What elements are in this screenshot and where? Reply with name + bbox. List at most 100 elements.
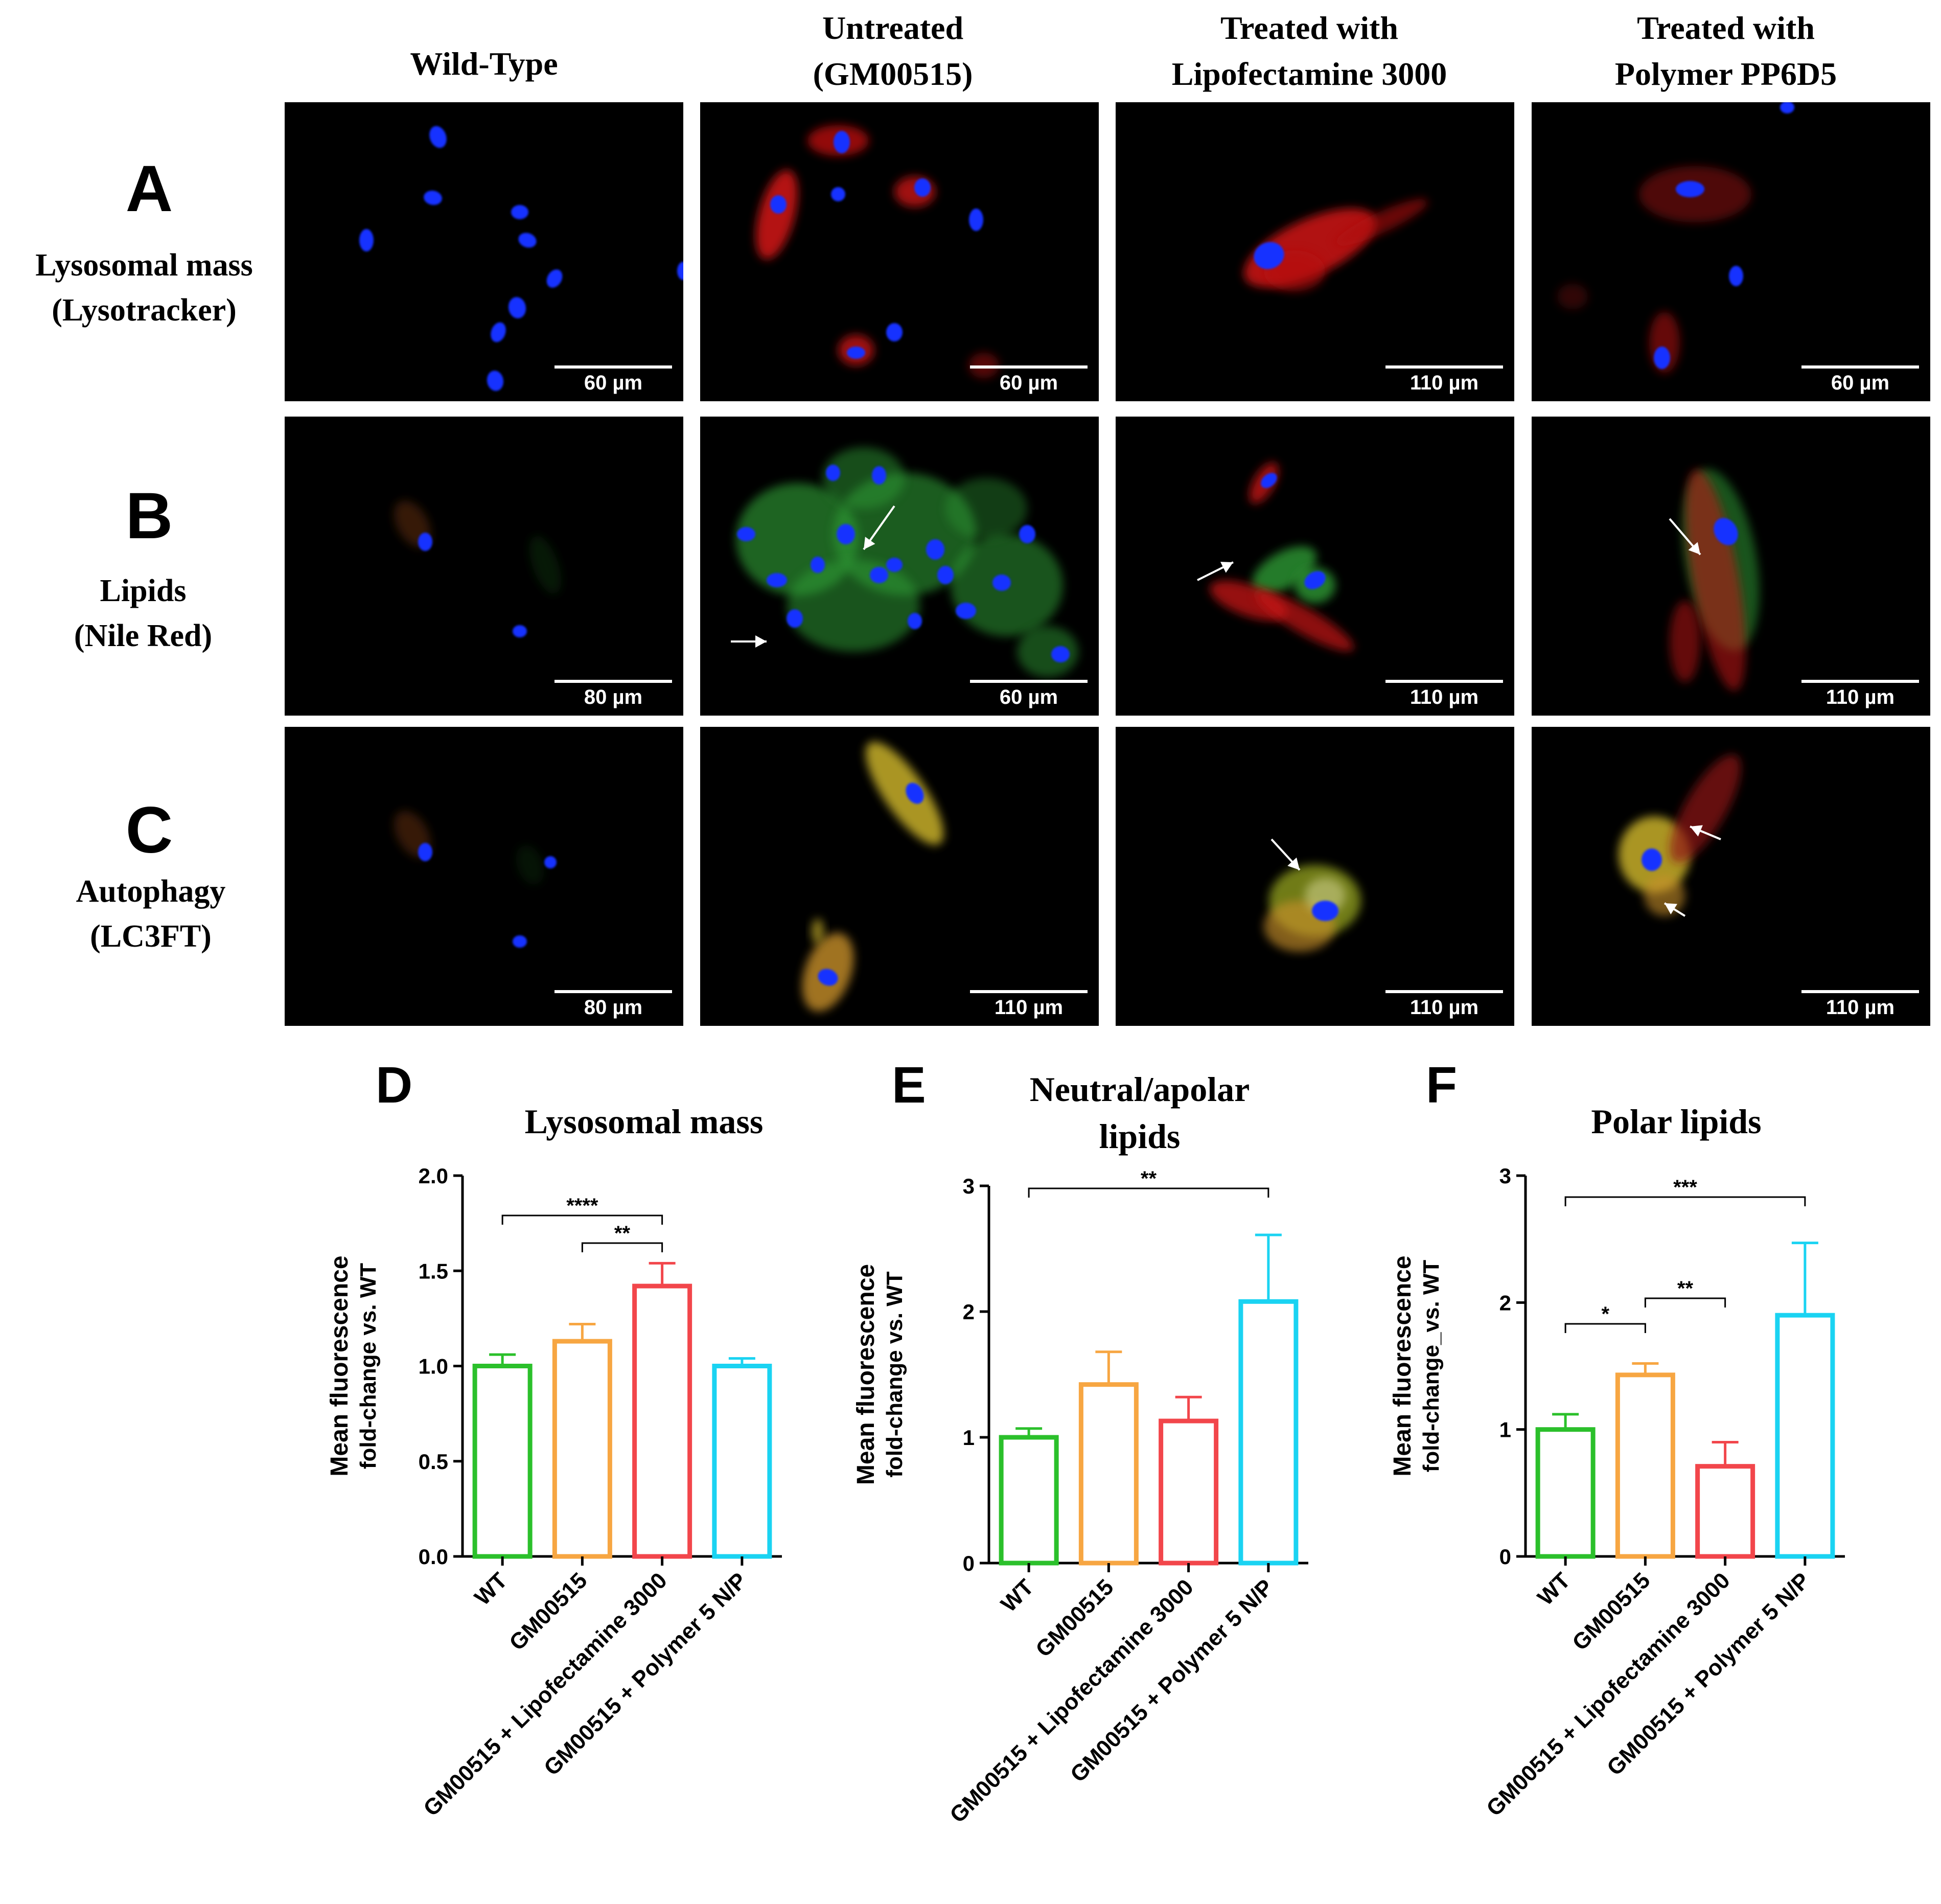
- cell-body: [787, 560, 920, 652]
- micrograph-panel: 110 µm: [1116, 417, 1514, 716]
- y-tick-label: 2: [963, 1300, 975, 1324]
- micrograph-image: [1244, 199, 1428, 291]
- cell-nucleus: [737, 527, 755, 541]
- cell-nucleus: [546, 269, 563, 288]
- x-tick-label: WT: [996, 1574, 1038, 1617]
- scale-bar: 110 µm: [1385, 990, 1503, 1019]
- cell-nucleus: [418, 843, 432, 861]
- scale-bar-label: 80 µm: [584, 996, 643, 1019]
- cell-nucleus: [914, 178, 931, 197]
- y-axis-label-line2: fold-change vs. WT: [356, 1263, 381, 1469]
- scale-bar: 60 µm: [970, 365, 1088, 394]
- cell-body: [1557, 284, 1588, 309]
- column-header-untreated: Untreated (GM00515): [813, 10, 973, 92]
- y-tick-label: 3: [963, 1174, 975, 1198]
- micrograph-image: [1264, 838, 1361, 952]
- micrograph-panel: 80 µm: [285, 417, 683, 716]
- cell-nucleus: [491, 322, 506, 342]
- arrow-annotation: [731, 635, 767, 648]
- chart-title-d: Lysosomal mass: [524, 1102, 764, 1141]
- chart-title-f: Polar lipids: [1591, 1102, 1762, 1141]
- cell-body: [516, 845, 544, 885]
- scale-bar: 60 µm: [970, 680, 1088, 708]
- chart-letter-d: D: [376, 1057, 413, 1114]
- y-tick-label: 2: [1499, 1291, 1511, 1315]
- scale-bar: 80 µm: [554, 990, 672, 1019]
- cell-nucleus: [418, 533, 432, 551]
- chart-title-e: Neutral/apolar lipids: [1029, 1070, 1250, 1156]
- scale-bar-line: [1385, 680, 1503, 683]
- cell-nucleus: [1019, 525, 1035, 543]
- bar: [552, 1339, 612, 1559]
- arrow-annotation: [1669, 518, 1701, 556]
- cell-nucleus: [1714, 518, 1738, 545]
- row-letter-a: A: [125, 152, 173, 225]
- cell-nucleus: [1654, 347, 1670, 369]
- significance-bracket: *: [1564, 1303, 1646, 1333]
- scale-bar-label: 110 µm: [1826, 686, 1895, 708]
- x-tick-label: GM00515: [1567, 1568, 1655, 1655]
- significance-label: *: [1601, 1303, 1609, 1325]
- cell-nucleus: [511, 205, 528, 219]
- cell-nucleus: [886, 323, 903, 341]
- micrograph-panel: 110 µm: [1532, 727, 1930, 1026]
- scale-bar-label: 110 µm: [1409, 686, 1479, 708]
- cell-nucleus: [969, 209, 983, 231]
- cell-nucleus: [487, 371, 504, 391]
- cell-nucleus: [544, 856, 557, 868]
- significance-label: **: [1141, 1167, 1157, 1190]
- scale-bar: 80 µm: [554, 680, 672, 708]
- y-tick-label: 1.5: [419, 1259, 448, 1283]
- cell-nucleus: [1642, 848, 1662, 871]
- bar: [1159, 1418, 1219, 1566]
- scale-bar-label: 110 µm: [994, 996, 1064, 1019]
- micrograph-image: [731, 447, 1078, 677]
- scale-bar-label: 110 µm: [1409, 996, 1479, 1019]
- scale-bar: 110 µm: [1801, 680, 1919, 708]
- scale-bar-line: [970, 990, 1088, 993]
- cell-body: [865, 742, 944, 845]
- cell-nucleus: [770, 195, 787, 214]
- y-tick-label: 1: [1499, 1418, 1511, 1442]
- cell-nucleus: [1261, 473, 1277, 488]
- bar: [999, 1435, 1059, 1566]
- x-tick-label: WT: [470, 1568, 512, 1610]
- micrograph-panel: 110 µm: [1116, 727, 1514, 1026]
- cell-body: [812, 919, 824, 944]
- x-tick-label: GM00515: [504, 1568, 592, 1655]
- cell-nucleus: [992, 575, 1011, 591]
- bar: [1238, 1299, 1299, 1566]
- y-tick-label: 3: [1499, 1164, 1511, 1188]
- scale-bar-label: 60 µm: [584, 372, 643, 394]
- micrograph-image: [1619, 754, 1741, 917]
- scale-bar-label: 60 µm: [1831, 372, 1890, 394]
- scale-bar-line: [554, 990, 672, 993]
- cell-nucleus: [908, 613, 922, 629]
- cell-body: [1017, 626, 1078, 677]
- y-tick-label: 0: [1499, 1545, 1511, 1569]
- scale-bar-line: [1385, 365, 1503, 369]
- bar-chart-neutral-apolar-lipids: Mean fluorescence fold-change vs. WT 0 1 2 3 W…: [852, 1167, 1308, 1828]
- scale-bar-line: [1801, 680, 1919, 683]
- cell-body: [1334, 199, 1428, 246]
- cell-nucleus: [518, 233, 537, 248]
- cell-nucleus: [834, 131, 850, 153]
- scale-bar-label: 60 µm: [999, 686, 1058, 708]
- cell-body: [1670, 601, 1700, 682]
- scale-bar-label: 60 µm: [999, 372, 1058, 394]
- scale-bar-label: 110 µm: [1409, 372, 1479, 394]
- significance-label: ****: [566, 1195, 598, 1217]
- cell-nucleus: [937, 566, 954, 584]
- cell-nucleus: [1051, 646, 1070, 662]
- y-axis-label-line1: Mean fluorescence: [852, 1264, 880, 1485]
- micrograph-panel: 60 µm: [285, 102, 683, 401]
- arrow-annotation: [1690, 825, 1721, 840]
- scale-bar: 60 µm: [1801, 365, 1919, 394]
- significance-bracket: ****: [501, 1195, 663, 1225]
- micrograph-image: [802, 742, 944, 1012]
- row-label-autophagy: Autophagy (LC3FT): [76, 874, 226, 954]
- cell-body: [755, 170, 798, 260]
- cell-body: [823, 447, 905, 509]
- bar: [472, 1364, 533, 1559]
- scale-bar-line: [1801, 990, 1919, 993]
